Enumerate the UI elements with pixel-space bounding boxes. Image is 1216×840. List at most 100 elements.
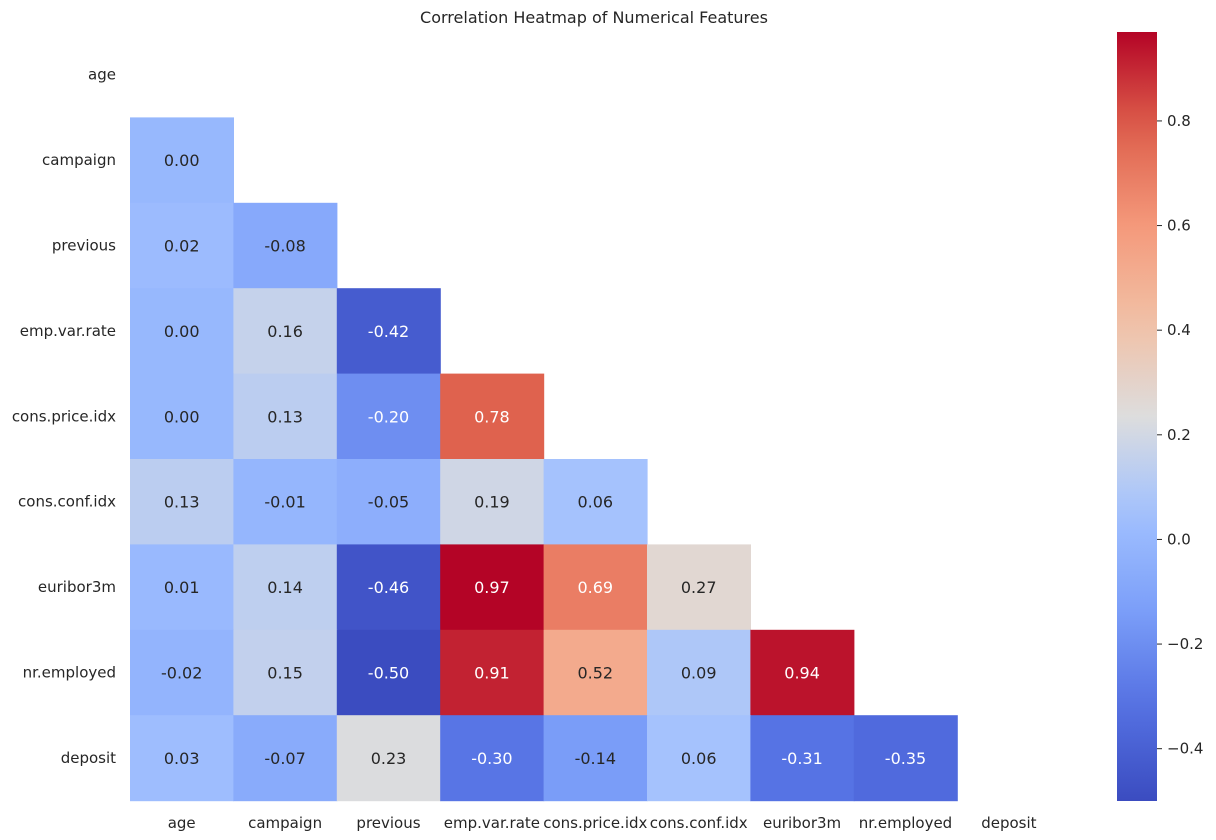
cell-value-label: -0.50: [368, 664, 409, 683]
heatmap-cell: [440, 373, 545, 460]
heatmap-cell: [130, 373, 234, 460]
cell-value-label: 0.00: [164, 151, 200, 170]
heatmap-cell: [336, 715, 441, 802]
cell-value-label: 0.14: [267, 578, 303, 597]
cell-value-label: 0.00: [164, 407, 200, 426]
y-tick-label: previous: [52, 237, 116, 255]
y-tick-label: nr.employed: [23, 664, 116, 682]
heatmap-cell: [233, 629, 338, 716]
heatmap-cell: [440, 544, 545, 631]
colorbar-gradient: [1117, 32, 1157, 801]
heatmap-cell: [233, 544, 338, 631]
heatmap-cell: [130, 544, 234, 631]
colorbar-tick-label: 0.4: [1167, 321, 1191, 339]
heatmap-cell: [336, 459, 441, 545]
cell-value-label: 0.02: [164, 237, 200, 256]
y-tick-label: emp.var.rate: [20, 322, 116, 340]
heatmap-cell: [750, 715, 855, 802]
x-tick-label: euribor3m: [763, 814, 841, 832]
cell-value-label: 0.13: [267, 407, 303, 426]
cell-value-label: 0.01: [164, 578, 200, 597]
cell-value-label: 0.03: [164, 749, 200, 768]
heatmap-cell: [336, 629, 441, 716]
cell-value-label: -0.46: [368, 578, 409, 597]
heatmap-cell: [130, 629, 234, 716]
chart-title: Correlation Heatmap of Numerical Feature…: [420, 8, 768, 27]
cell-value-label: -0.01: [264, 493, 305, 512]
cell-value-label: 0.06: [681, 749, 717, 768]
y-tick-label: age: [88, 66, 116, 84]
cell-value-label: 0.69: [577, 578, 613, 597]
y-tick-label: euribor3m: [38, 578, 116, 596]
cell-value-label: 0.06: [577, 493, 613, 512]
x-tick-label: age: [168, 814, 196, 832]
heatmap-cell: [130, 459, 234, 545]
heatmap-cell: [233, 459, 338, 545]
heatmap-cell: [543, 544, 648, 631]
x-tick-label: campaign: [248, 814, 322, 832]
cell-value-label: -0.30: [471, 749, 512, 768]
heatmap-cell: [647, 544, 751, 631]
cell-value-label: -0.20: [368, 407, 409, 426]
y-tick-label: cons.conf.idx: [18, 493, 116, 511]
cell-value-label: 0.16: [267, 322, 303, 341]
cell-value-label: 0.52: [577, 664, 613, 683]
heatmap-cells: 0.00 0.02 -0.08 0.00 0.16 -0.42 0.00 0.13 -0.20 0…: [130, 117, 958, 802]
heatmap-cell: [647, 715, 751, 802]
y-tick-label: cons.price.idx: [12, 407, 116, 425]
colorbar-tick-label: −0.4: [1167, 740, 1203, 758]
cell-value-label: -0.42: [368, 322, 409, 341]
cell-value-label: 0.09: [681, 664, 717, 683]
cell-value-label: -0.35: [885, 749, 926, 768]
heatmap-cell: [750, 629, 855, 716]
cell-value-label: 0.19: [474, 493, 510, 512]
colorbar: −0.4 −0.2 0.0 0.2 0.4 0.6 0.8: [1117, 32, 1203, 801]
colorbar-tick-label: 0.2: [1167, 426, 1191, 444]
colorbar-tick-label: 0.8: [1167, 112, 1191, 130]
cell-value-label: -0.05: [368, 493, 409, 512]
cell-value-label: 0.94: [784, 664, 820, 683]
x-tick-label: nr.employed: [859, 814, 952, 832]
y-tick-label: deposit: [61, 749, 116, 767]
cell-value-label: -0.31: [781, 749, 822, 768]
cell-value-label: 0.91: [474, 664, 510, 683]
cell-value-label: -0.02: [161, 664, 202, 683]
heatmap-cell: [543, 715, 648, 802]
heatmap-cell: [647, 629, 751, 716]
cell-value-label: 0.78: [474, 407, 510, 426]
heatmap-cell: [233, 288, 338, 375]
heatmap-cell: [130, 288, 234, 375]
x-tick-label: cons.conf.idx: [650, 814, 748, 832]
x-tick-label: cons.price.idx: [543, 814, 647, 832]
heatmap-cell: [336, 288, 441, 375]
cell-value-label: 0.15: [267, 664, 303, 683]
heatmap-cell: [130, 715, 234, 802]
cell-value-label: 0.27: [681, 578, 717, 597]
heatmap-cell: [853, 715, 958, 802]
heatmap-cell: [440, 459, 545, 545]
heatmap-cell: [543, 459, 648, 545]
heatmap-cell: [233, 373, 338, 460]
cell-value-label: 0.23: [371, 749, 407, 768]
heatmap-cell: [233, 715, 338, 802]
heatmap-cell: [130, 202, 234, 289]
cell-value-label: 0.13: [164, 493, 200, 512]
heatmap-cell: [440, 715, 545, 802]
y-tick-label: campaign: [42, 151, 116, 169]
heatmap-cell: [543, 629, 648, 716]
x-axis-ticks: age campaign previous emp.var.rate cons.pric…: [168, 814, 1037, 832]
cell-value-label: -0.14: [575, 749, 616, 768]
heatmap-cell: [336, 373, 441, 460]
heatmap-cell: [336, 544, 441, 631]
colorbar-tick-label: 0.0: [1167, 530, 1191, 548]
heatmap-cell: [130, 117, 234, 204]
cell-value-label: 0.97: [474, 578, 510, 597]
colorbar-tick-label: 0.6: [1167, 217, 1191, 235]
cell-value-label: -0.07: [264, 749, 305, 768]
x-tick-label: emp.var.rate: [444, 814, 540, 832]
x-tick-label: previous: [356, 814, 420, 832]
cell-value-label: 0.00: [164, 322, 200, 341]
x-tick-label: deposit: [981, 814, 1036, 832]
cell-value-label: -0.08: [264, 237, 305, 256]
